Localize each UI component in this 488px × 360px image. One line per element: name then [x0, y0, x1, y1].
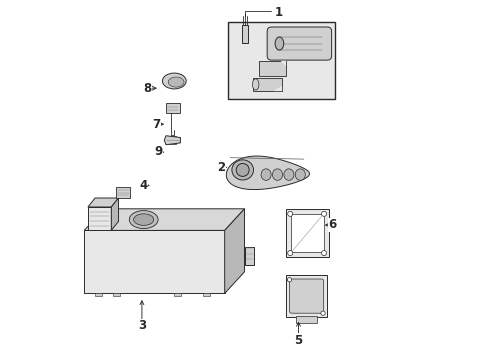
- Bar: [290, 214, 324, 252]
- Text: 1: 1: [274, 6, 282, 19]
- Bar: [296, 316, 316, 323]
- Ellipse shape: [129, 211, 158, 229]
- Polygon shape: [274, 86, 281, 91]
- Ellipse shape: [287, 211, 292, 216]
- Polygon shape: [88, 198, 118, 207]
- Ellipse shape: [272, 169, 282, 180]
- Ellipse shape: [231, 160, 253, 180]
- Text: 6: 6: [328, 219, 336, 231]
- Text: 3: 3: [138, 319, 145, 332]
- Polygon shape: [244, 247, 254, 265]
- Bar: [116, 187, 129, 198]
- Bar: [166, 103, 179, 113]
- Text: 7: 7: [152, 118, 160, 131]
- Bar: [258, 61, 285, 76]
- Ellipse shape: [283, 169, 293, 180]
- Bar: [113, 293, 120, 296]
- Ellipse shape: [275, 37, 283, 50]
- Bar: [203, 293, 209, 296]
- FancyBboxPatch shape: [266, 27, 331, 60]
- Text: 2: 2: [217, 161, 224, 174]
- Polygon shape: [226, 156, 309, 190]
- Ellipse shape: [320, 311, 325, 315]
- Ellipse shape: [321, 251, 326, 256]
- Bar: [95, 293, 102, 296]
- Polygon shape: [242, 25, 248, 43]
- Text: 5: 5: [294, 334, 302, 347]
- Polygon shape: [84, 209, 244, 230]
- Text: 9: 9: [154, 145, 162, 158]
- Bar: [285, 275, 326, 317]
- Polygon shape: [84, 230, 224, 293]
- Bar: [285, 209, 328, 257]
- Ellipse shape: [287, 251, 292, 256]
- Ellipse shape: [321, 211, 326, 216]
- Bar: [252, 78, 281, 91]
- Ellipse shape: [133, 214, 153, 225]
- FancyBboxPatch shape: [289, 279, 323, 313]
- Polygon shape: [111, 198, 118, 230]
- Text: 4: 4: [139, 179, 147, 192]
- Polygon shape: [224, 209, 244, 293]
- Ellipse shape: [287, 278, 291, 282]
- Ellipse shape: [168, 77, 183, 87]
- Polygon shape: [164, 136, 180, 145]
- Text: 8: 8: [143, 82, 151, 95]
- Polygon shape: [88, 207, 111, 230]
- Bar: [169, 136, 176, 144]
- Ellipse shape: [236, 163, 249, 176]
- Ellipse shape: [295, 169, 305, 180]
- Ellipse shape: [261, 169, 270, 180]
- Ellipse shape: [162, 73, 186, 89]
- Bar: [174, 293, 181, 296]
- Polygon shape: [280, 61, 285, 66]
- Ellipse shape: [252, 79, 258, 90]
- Bar: [228, 22, 334, 99]
